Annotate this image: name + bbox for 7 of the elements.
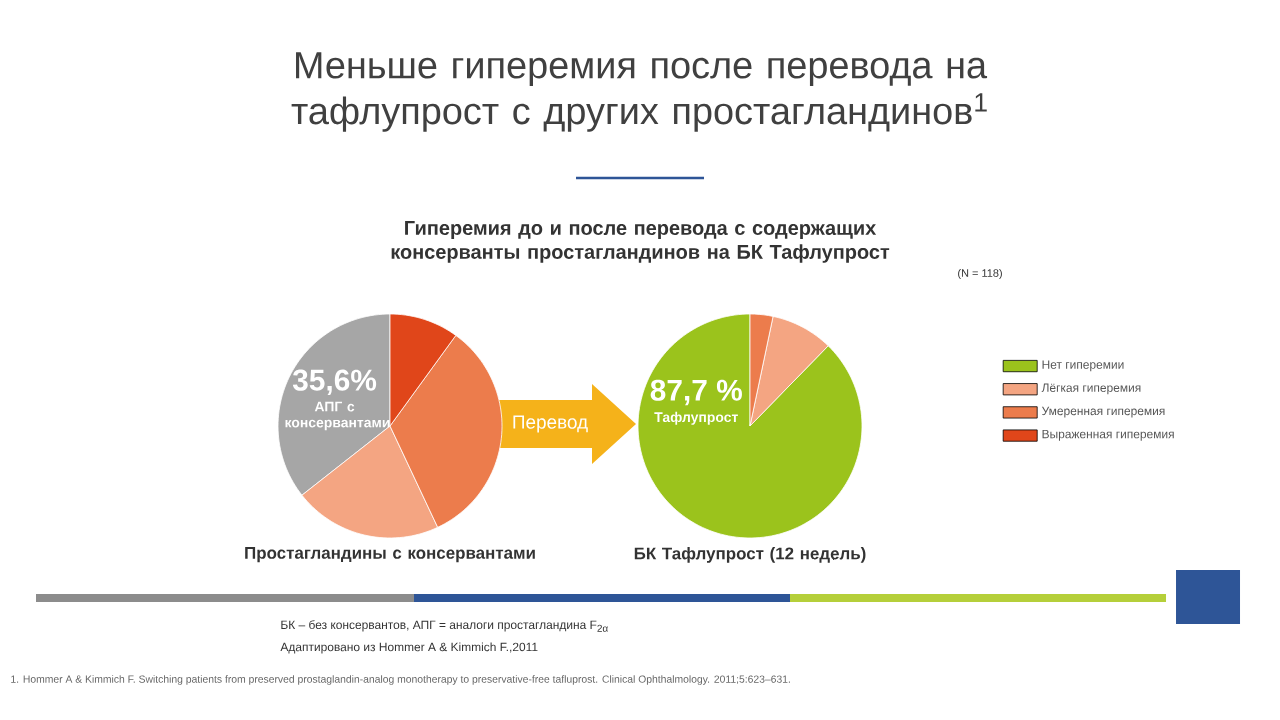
text: Гиперемия до и после перевода с содержащих консерванты простагландинов на БК Тафлупрост (391, 221, 890, 263)
data-label: 35,6% (292, 369, 377, 396)
text: Перевод (513, 415, 588, 433)
data-label: 87,7 % (650, 379, 742, 406)
text: Простагландины с консервантами (245, 547, 535, 563)
text: БК Тафлупрост (12 недель) (634, 547, 866, 563)
text: Меньше гиперемия после перевода на тафлупрост с других простагландинов$^{1}$ (291, 52, 988, 132)
